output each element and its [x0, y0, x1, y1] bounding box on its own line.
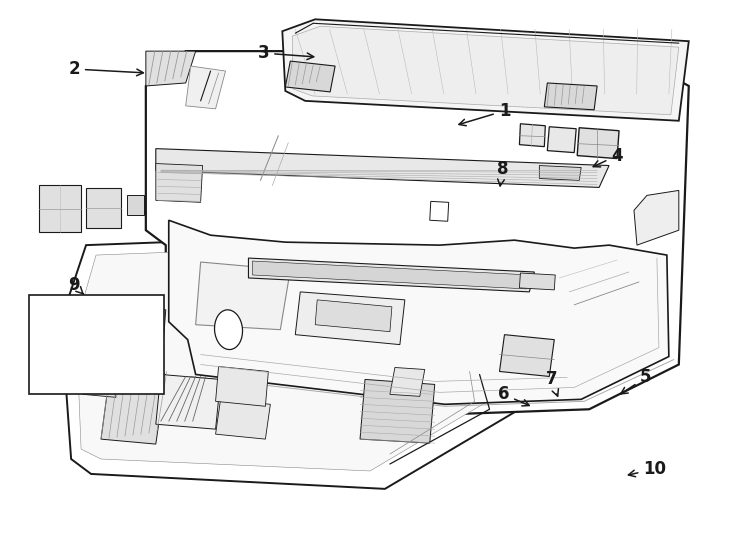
- Polygon shape: [101, 364, 166, 444]
- Polygon shape: [156, 374, 220, 429]
- Polygon shape: [292, 26, 679, 115]
- Polygon shape: [216, 400, 270, 439]
- Polygon shape: [390, 368, 425, 396]
- Polygon shape: [283, 19, 688, 121]
- Bar: [29, 295, 164, 394]
- Polygon shape: [186, 66, 225, 109]
- Polygon shape: [315, 300, 392, 332]
- Polygon shape: [169, 220, 669, 404]
- Polygon shape: [286, 61, 335, 92]
- Polygon shape: [81, 372, 116, 397]
- Polygon shape: [81, 339, 116, 368]
- Text: 3: 3: [258, 44, 313, 62]
- Polygon shape: [196, 262, 290, 330]
- Text: 6: 6: [498, 386, 529, 406]
- Text: 8: 8: [497, 159, 508, 186]
- Text: 10: 10: [628, 460, 666, 478]
- Polygon shape: [539, 166, 581, 180]
- Polygon shape: [634, 191, 679, 245]
- Text: 9: 9: [68, 276, 83, 294]
- Polygon shape: [248, 258, 534, 292]
- Polygon shape: [39, 185, 81, 232]
- Text: 1: 1: [459, 102, 510, 126]
- Polygon shape: [500, 335, 554, 376]
- Polygon shape: [545, 83, 597, 110]
- Polygon shape: [86, 188, 121, 228]
- Ellipse shape: [214, 310, 242, 349]
- Text: 2: 2: [68, 60, 143, 78]
- Polygon shape: [116, 305, 166, 374]
- Polygon shape: [156, 164, 203, 202]
- Polygon shape: [360, 380, 435, 443]
- Text: 4: 4: [593, 146, 623, 167]
- Polygon shape: [216, 367, 269, 406]
- Polygon shape: [520, 273, 556, 290]
- Text: 7: 7: [545, 370, 559, 396]
- Polygon shape: [430, 201, 448, 221]
- Polygon shape: [295, 292, 405, 345]
- Polygon shape: [252, 261, 531, 289]
- Polygon shape: [548, 127, 576, 153]
- Polygon shape: [520, 124, 545, 147]
- Polygon shape: [156, 148, 609, 187]
- Polygon shape: [76, 250, 500, 471]
- Polygon shape: [146, 51, 688, 414]
- Polygon shape: [146, 51, 196, 86]
- Polygon shape: [127, 195, 144, 215]
- Polygon shape: [577, 128, 619, 159]
- Text: 5: 5: [621, 368, 652, 394]
- Polygon shape: [61, 240, 520, 489]
